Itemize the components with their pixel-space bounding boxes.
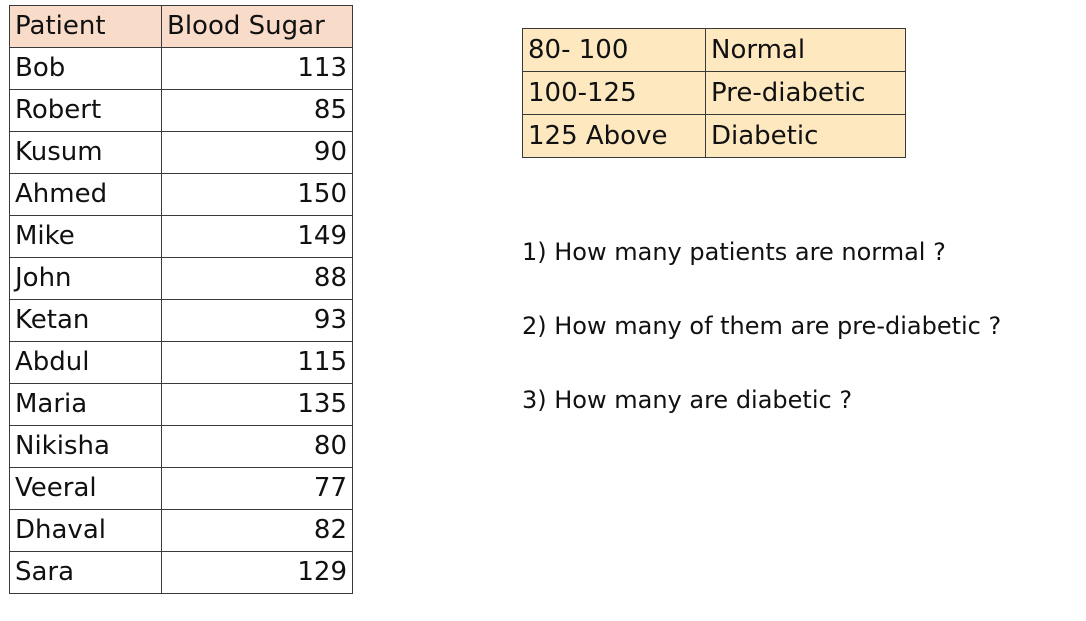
blood-sugar-cell[interactable]: 93 (161, 299, 353, 342)
blood-sugar-cell[interactable]: 82 (161, 509, 353, 552)
range-cell[interactable]: 100-125 (522, 71, 706, 115)
table-row: Mike 149 (9, 215, 353, 258)
category-cell[interactable]: Pre-diabetic (705, 71, 906, 115)
table-row: Ketan 93 (9, 299, 353, 342)
range-row: 100-125 Pre-diabetic (522, 71, 906, 115)
patient-name-cell[interactable]: Bob (9, 47, 162, 90)
range-cell[interactable]: 80- 100 (522, 28, 706, 72)
table-row: Sara 129 (9, 551, 353, 594)
patient-name-cell[interactable]: Dhaval (9, 509, 162, 552)
blood-sugar-cell[interactable]: 90 (161, 131, 353, 174)
category-cell[interactable]: Normal (705, 28, 906, 72)
patient-name-cell[interactable]: Nikisha (9, 425, 162, 468)
blood-sugar-cell[interactable]: 88 (161, 257, 353, 300)
patient-name-cell[interactable]: Abdul (9, 341, 162, 384)
patient-name-cell[interactable]: John (9, 257, 162, 300)
patient-name-cell[interactable]: Ahmed (9, 173, 162, 216)
patient-name-cell[interactable]: Kusum (9, 131, 162, 174)
table-row: Kusum 90 (9, 131, 353, 174)
header-patient[interactable]: Patient (9, 5, 162, 48)
patient-name-cell[interactable]: Mike (9, 215, 162, 258)
range-row: 125 Above Diabetic (522, 114, 906, 158)
blood-sugar-cell[interactable]: 77 (161, 467, 353, 510)
patient-name-cell[interactable]: Veeral (9, 467, 162, 510)
table-row: Ahmed 150 (9, 173, 353, 216)
blood-sugar-cell[interactable]: 149 (161, 215, 353, 258)
question-normal: 1) How many patients are normal ? (522, 238, 946, 266)
table-row: Dhaval 82 (9, 509, 353, 552)
header-blood-sugar[interactable]: Blood Sugar (161, 5, 353, 48)
patient-blood-sugar-table: Patient Blood Sugar Bob 113 Robert 85 Ku… (9, 5, 353, 594)
question-pre-diabetic: 2) How many of them are pre-diabetic ? (522, 312, 1002, 340)
question-diabetic: 3) How many are diabetic ? (522, 386, 853, 414)
category-cell[interactable]: Diabetic (705, 114, 906, 158)
blood-sugar-cell[interactable]: 129 (161, 551, 353, 594)
patient-name-cell[interactable]: Sara (9, 551, 162, 594)
range-row: 80- 100 Normal (522, 28, 906, 72)
questions-list: 1) How many patients are normal ? 2) How… (522, 232, 1001, 454)
blood-sugar-cell[interactable]: 85 (161, 89, 353, 132)
blood-sugar-cell[interactable]: 150 (161, 173, 353, 216)
patient-name-cell[interactable]: Maria (9, 383, 162, 426)
table-row: Nikisha 80 (9, 425, 353, 468)
blood-sugar-cell[interactable]: 80 (161, 425, 353, 468)
table-row: Maria 135 (9, 383, 353, 426)
blood-sugar-cell[interactable]: 113 (161, 47, 353, 90)
blood-sugar-cell[interactable]: 135 (161, 383, 353, 426)
table-row: Bob 113 (9, 47, 353, 90)
table-row: John 88 (9, 257, 353, 300)
range-cell[interactable]: 125 Above (522, 114, 706, 158)
blood-sugar-range-table: 80- 100 Normal 100-125 Pre-diabetic 125 … (522, 28, 906, 158)
blood-sugar-cell[interactable]: 115 (161, 341, 353, 384)
patient-name-cell[interactable]: Ketan (9, 299, 162, 342)
table-header-row: Patient Blood Sugar (9, 5, 353, 48)
table-row: Veeral 77 (9, 467, 353, 510)
table-row: Abdul 115 (9, 341, 353, 384)
table-row: Robert 85 (9, 89, 353, 132)
patient-name-cell[interactable]: Robert (9, 89, 162, 132)
